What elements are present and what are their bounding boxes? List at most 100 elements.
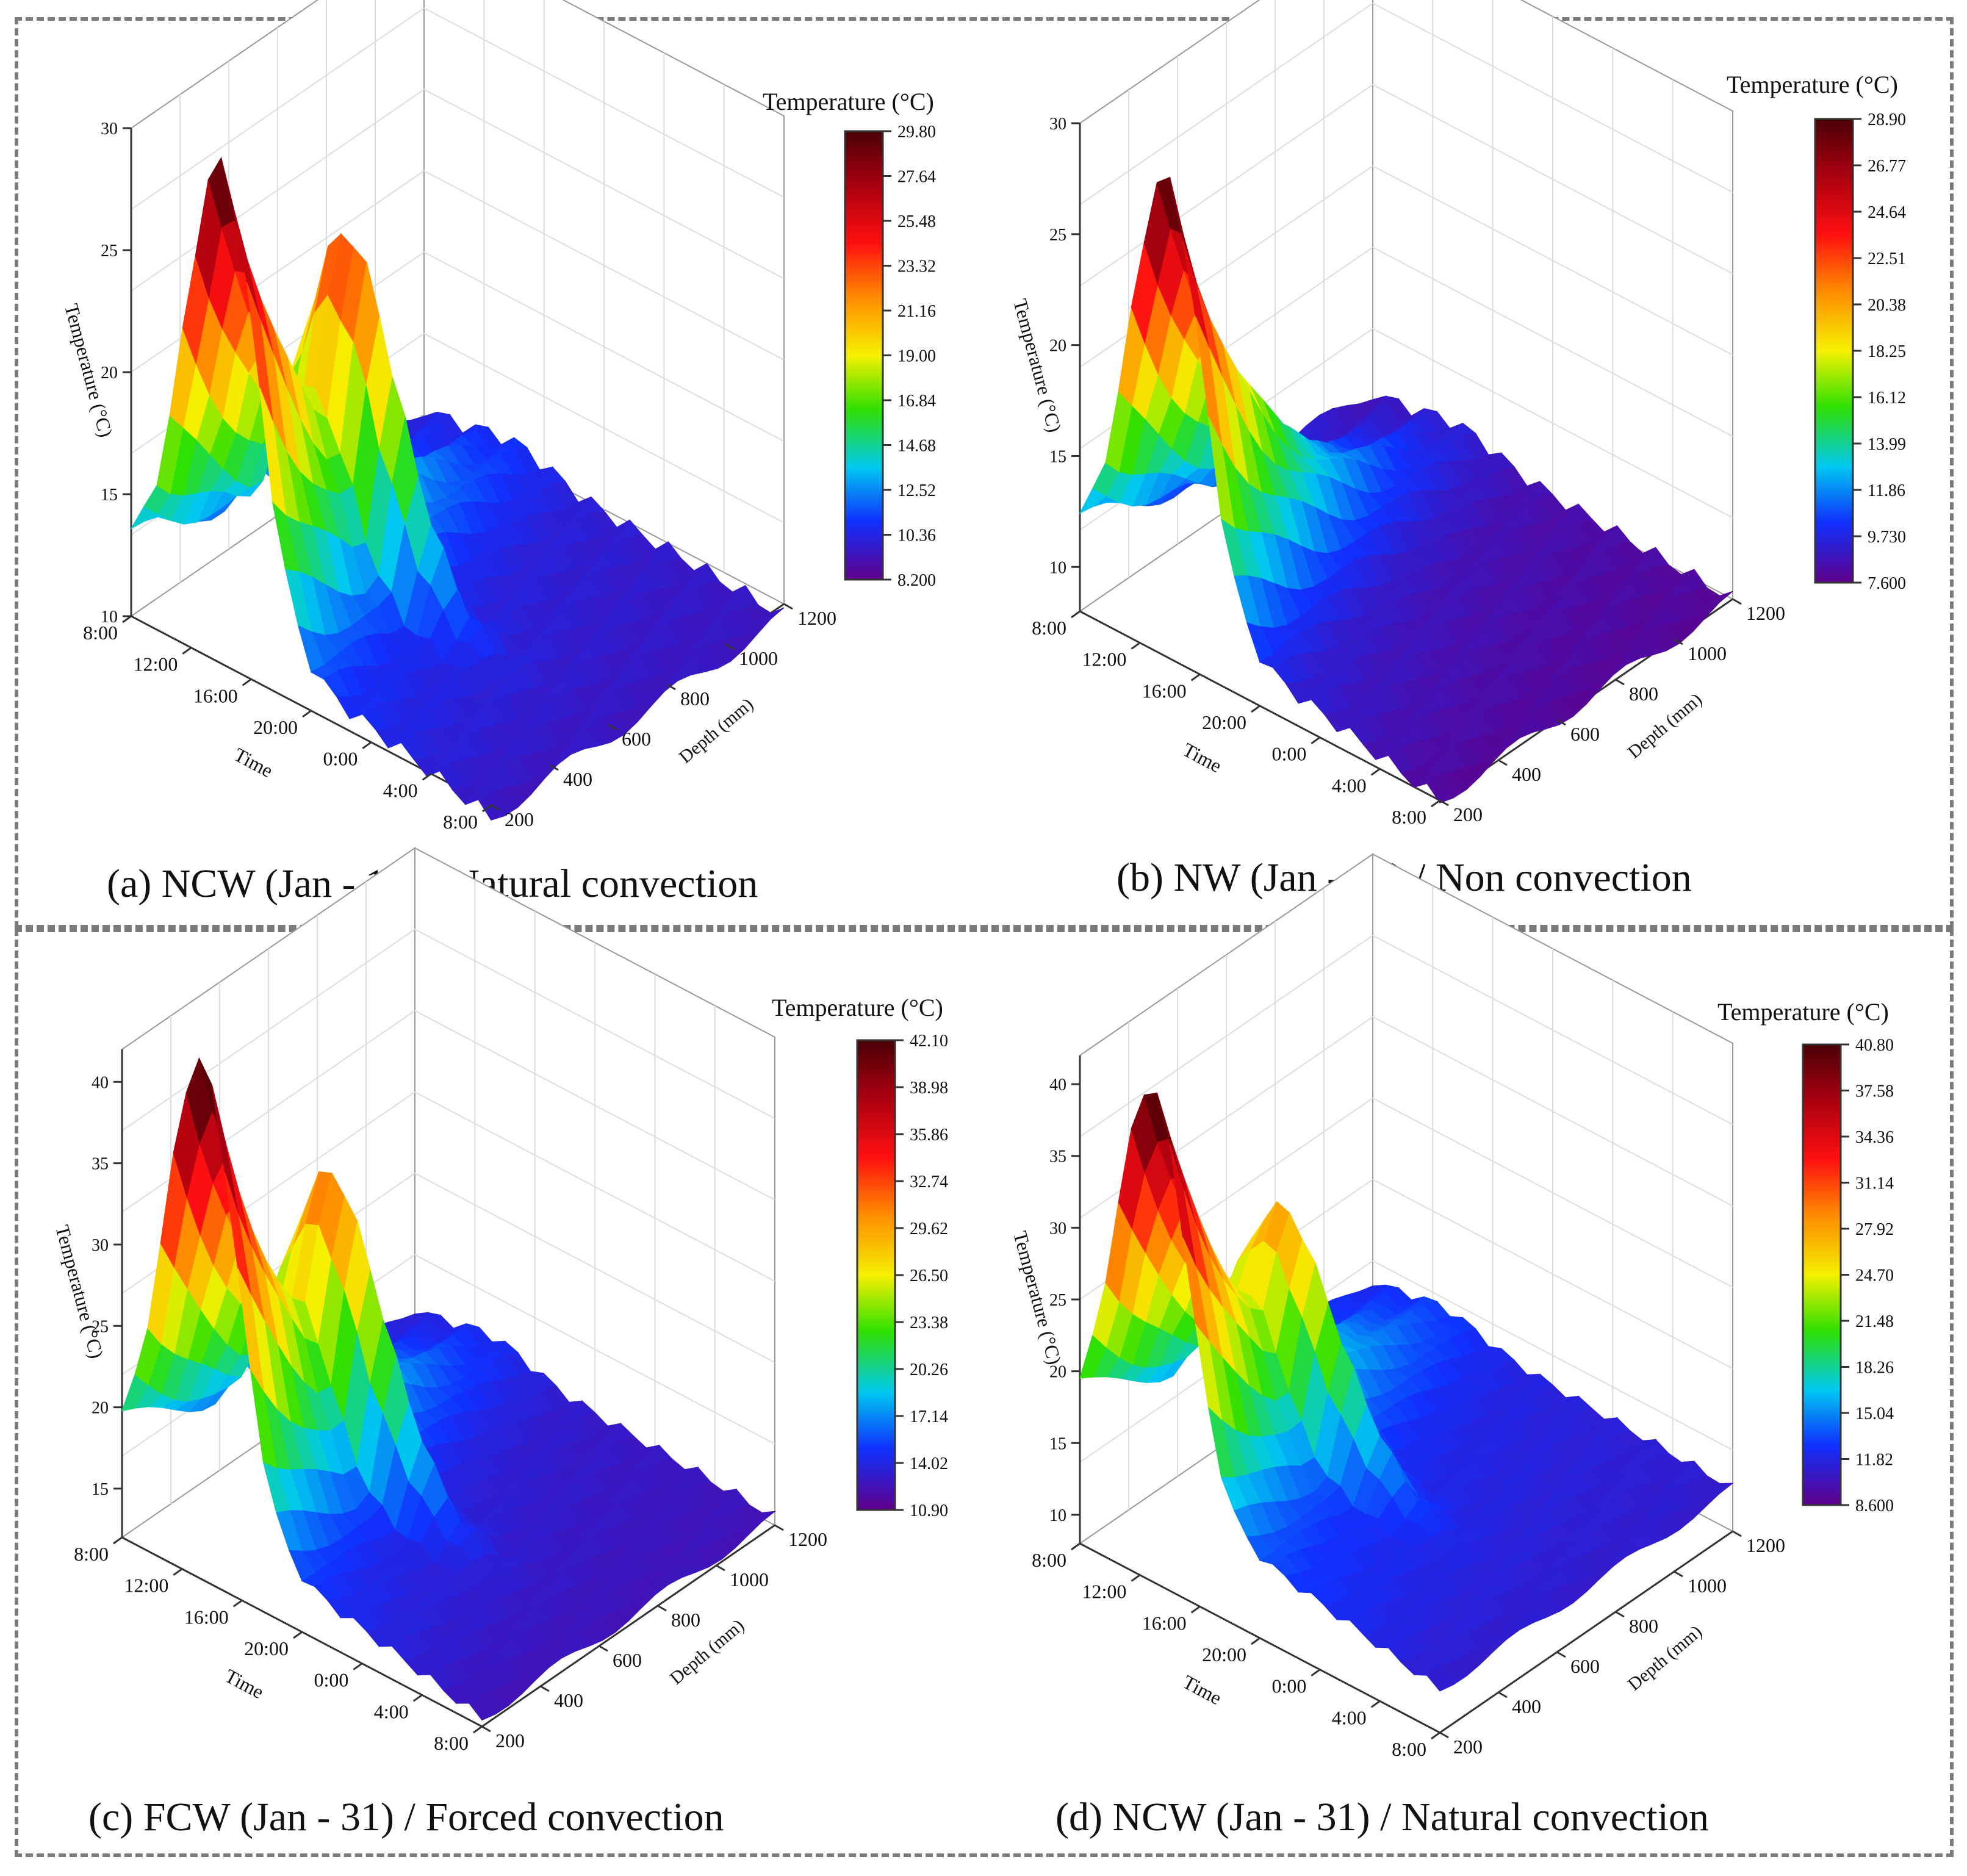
time-tick-mark (1071, 610, 1081, 619)
z-tick-label: 10 (101, 608, 118, 627)
depth-tick-mark (1556, 719, 1566, 726)
time-tick-mark (1131, 642, 1141, 650)
panel-caption: (d) NCW (Jan - 31) / Natural convection (1055, 1795, 1709, 1839)
colorbar-tick-label: 18.25 (1868, 342, 1906, 361)
time-tick-label: 8:00 (1392, 806, 1426, 828)
colorbar-tick-label: 11.82 (1855, 1451, 1893, 1470)
z-tick-label: 25 (1049, 1291, 1066, 1310)
panel-b-chart: 10 15 20 25 30 Temperature (°C) 8:00 12:00 16:00… (1009, 0, 1906, 900)
time-tick-mark (412, 1694, 423, 1702)
time-tick-label: 8:00 (443, 811, 478, 833)
depth-tick-label: 1200 (1746, 602, 1785, 624)
panel-caption: (c) FCW (Jan - 31) / Forced convection (88, 1795, 724, 1839)
bottom-panel-frame (15, 929, 1954, 1857)
colorbar-tick-label: 29.62 (910, 1220, 948, 1238)
colorbar-title: Temperature (°C) (763, 88, 934, 115)
temperature-surface (1079, 1092, 1734, 1692)
depth-tick-label: 200 (1453, 803, 1483, 825)
colorbar-tick-label: 18.26 (1855, 1359, 1894, 1378)
z-tick-label: 20 (1049, 337, 1066, 356)
time-tick-label: 16:00 (1142, 1612, 1187, 1634)
depth-tick-label: 200 (1453, 1736, 1483, 1758)
depth-tick-mark (540, 1685, 550, 1692)
colorbar-tick-label: 28.90 (1868, 110, 1906, 129)
z-tick-label: 25 (1049, 226, 1066, 245)
time-tick-mark (1370, 1700, 1381, 1708)
colorbar: Temperature (°C) 42.10 38.98 35.86 32.74 29.6… (772, 994, 948, 1520)
colorbar-tick-label: 10.90 (910, 1501, 948, 1520)
time-tick-mark (293, 1631, 303, 1639)
colorbar-tick-label: 21.16 (897, 302, 936, 321)
colorbar-tick-label: 31.14 (1855, 1174, 1894, 1193)
time-tick-label: 12:00 (1082, 1581, 1126, 1603)
time-tick-label: 16:00 (1142, 680, 1187, 702)
time-tick-label: 4:00 (1332, 774, 1367, 796)
colorbar-gradient (1802, 1043, 1842, 1506)
depth-tick-mark (549, 764, 559, 771)
time-tick-label: 0:00 (1271, 1675, 1306, 1697)
depth-tick-mark (1439, 1731, 1449, 1739)
depth-tick-mark (1498, 759, 1508, 766)
time-tick-mark (1311, 1669, 1321, 1677)
temperature-surface (130, 156, 785, 821)
depth-tick-mark (1498, 1691, 1508, 1698)
time-tick-mark (473, 1725, 483, 1734)
colorbar-tick-label: 7.600 (1868, 574, 1906, 593)
colorbar-tick-label: 26.50 (910, 1267, 948, 1285)
colorbar-tick-label: 32.74 (910, 1173, 948, 1191)
colorbar-tick-label: 15.04 (1855, 1404, 1894, 1423)
time-axis-label: Time (231, 743, 277, 782)
colorbar: Temperature (°C) 29.80 27.64 25.48 23.32 21.1… (763, 88, 936, 590)
colorbar-tick-label: 10.36 (897, 527, 936, 545)
colorbar-tick-label: 21.48 (1855, 1312, 1894, 1331)
colorbar-tick-label: 23.38 (910, 1314, 948, 1332)
time-axis-label: Time (1179, 1670, 1226, 1709)
depth-tick-label: 600 (622, 728, 651, 750)
depth-tick-label: 1000 (1688, 642, 1727, 664)
time-tick-mark (1071, 1542, 1081, 1551)
depth-tick-mark (774, 1524, 784, 1531)
z-tick-label: 20 (1049, 1363, 1066, 1382)
colorbar-tick-label: 13.99 (1868, 435, 1906, 454)
depth-tick-mark (666, 683, 676, 691)
panel-c-chart: 15 20 25 30 35 40 Temperature (°C) 8:00 12:00 16:… (51, 847, 948, 1839)
colorbar-gradient (844, 130, 884, 581)
z-tick-label: 40 (1049, 1076, 1066, 1094)
colorbar-tick-label: 25.48 (897, 212, 936, 231)
temperature-surface (1079, 176, 1733, 803)
colorbar-title: Temperature (°C) (1727, 71, 1898, 98)
depth-tick-label: 600 (1570, 1655, 1600, 1677)
colorbar-tick-label: 16.84 (897, 392, 936, 411)
colorbar-tick-label: 14.68 (897, 437, 936, 456)
colorbar-tick-label: 27.92 (1855, 1220, 1894, 1239)
surface-cell (1426, 774, 1454, 803)
depth-tick-label: 800 (1629, 683, 1658, 705)
depth-tick-mark (1556, 1651, 1566, 1658)
depth-tick-label: 800 (1629, 1615, 1658, 1637)
time-tick-mark (1370, 768, 1381, 776)
z-tick-label: 10 (1049, 1506, 1066, 1525)
depth-tick-label: 1200 (797, 607, 836, 629)
depth-tick-mark (491, 804, 500, 811)
depth-tick-mark (481, 1725, 491, 1733)
time-tick-mark (482, 804, 492, 813)
z-tick-label: 35 (1049, 1148, 1066, 1166)
time-tick-mark (113, 1536, 123, 1545)
z-tick-label: 35 (92, 1155, 109, 1174)
colorbar: Temperature (°C) 28.90 26.77 24.64 22.51 20.3… (1727, 71, 1906, 593)
depth-tick-mark (1615, 1611, 1625, 1618)
colorbar: Temperature (°C) 40.80 37.58 34.36 31.14 27.9… (1717, 998, 1894, 1515)
z-tick-label: 20 (92, 1399, 109, 1418)
colorbar-tick-label: 17.14 (910, 1407, 948, 1426)
time-tick-mark (242, 678, 252, 686)
time-tick-label: 12:00 (1082, 649, 1126, 670)
colorbar-tick-label: 11.86 (1868, 481, 1905, 500)
depth-tick-label: 600 (1570, 723, 1600, 745)
depth-tick-label: 600 (613, 1649, 642, 1671)
colorbar-tick-label: 20.26 (910, 1360, 948, 1379)
colorbar-tick-label: 40.80 (1855, 1036, 1894, 1055)
time-tick-label: 8:00 (1392, 1738, 1426, 1760)
z-tick-label: 15 (92, 1480, 109, 1499)
colorbar-tick-label: 27.64 (897, 168, 936, 187)
